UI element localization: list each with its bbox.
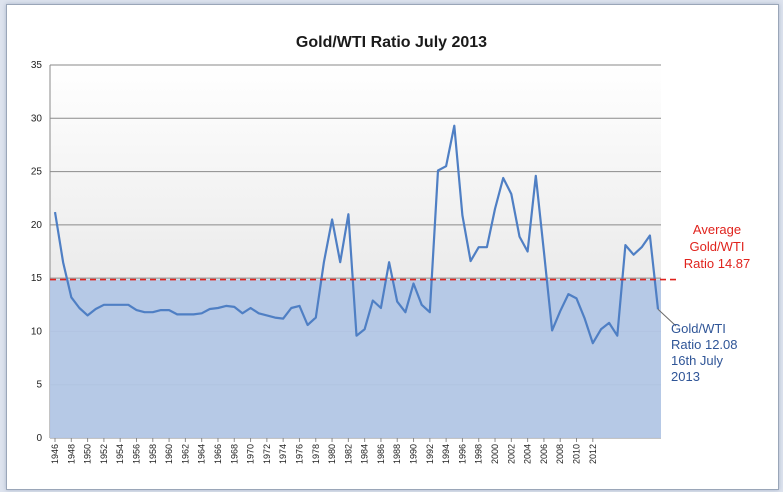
x-tick-label: 1950 [83,444,93,464]
average-annotation-line-1: Average [692,222,742,237]
y-tick-label: 25 [31,167,43,178]
x-tick-label: 1954 [115,444,125,464]
x-tick-label: 1972 [262,444,272,464]
x-tick-label: 1980 [327,444,337,464]
y-tick-label: 10 [31,326,43,337]
y-tick-label: 20 [31,220,43,231]
average-annotation-line-3: Ratio 14.87 [683,256,751,271]
x-tick-label: 1956 [131,444,141,464]
chart-title: Gold/WTI Ratio July 2013 [295,34,488,51]
x-tick-label: 1976 [294,444,304,464]
y-tick-label: 30 [31,113,43,124]
average-annotation-line-2: Gold/WTI [689,239,745,254]
x-tick-label: 2008 [555,444,565,464]
y-tick-label: 35 [31,60,43,71]
x-tick-label: 1948 [66,444,76,464]
x-tick-label: 1988 [392,444,402,464]
x-tick-label: 1978 [311,444,321,464]
x-tick-label: 1998 [474,444,484,464]
x-tick-label: 1974 [278,444,288,464]
x-tick-label: 1984 [360,444,370,464]
x-tick-label: 1968 [229,444,239,464]
average-band-fill [50,279,661,438]
x-tick-label: 2004 [523,444,533,464]
y-tick-label: 15 [31,273,43,284]
current-ratio-annotation: Gold/WTI Ratio 12.08 16th July 2013 [671,321,771,385]
x-tick-label: 1990 [409,444,419,464]
x-axis-ticks: 1946 1948 1950 1952 1954 1956 1958 1960 1962 1964… [50,438,598,464]
x-tick-label: 2002 [506,444,516,464]
y-tick-label: 0 [36,433,42,444]
x-tick-label: 1996 [457,444,467,464]
series-line [53,124,660,345]
current-annotation-line-2: Ratio 12.08 [671,337,738,352]
current-value-leader [657,308,677,327]
current-annotation-line-4: 2013 [671,369,700,384]
x-tick-label: 1964 [197,444,207,464]
ratio-line [53,124,660,345]
average-annotation: Average Gold/WTI Ratio 14.87 [662,221,772,272]
current-annotation-line-3: 16th July [671,353,724,368]
x-tick-label: 1962 [180,444,190,464]
x-tick-label: 1960 [164,444,174,464]
x-tick-label: 2006 [539,444,549,464]
x-tick-label: 1952 [99,444,109,464]
x-tick-label: 1966 [213,444,223,464]
x-tick-label: 1992 [425,444,435,464]
y-tick-label: 5 [36,380,42,391]
x-tick-label: 1958 [148,444,158,464]
x-tick-label: 1994 [441,444,451,464]
average-band [50,279,661,438]
x-tick-label: 2010 [572,444,582,464]
leader-line [657,308,677,327]
y-axis-ticks: 0 5 10 15 20 25 30 35 [31,60,43,444]
x-tick-label: 1986 [376,444,386,464]
x-tick-label: 2000 [490,444,500,464]
current-annotation-line-1: Gold/WTI [671,321,726,336]
x-tick-label: 1946 [50,444,60,464]
x-tick-label: 2012 [588,444,598,464]
x-tick-label: 1982 [343,444,353,464]
x-tick-label: 1970 [246,444,256,464]
